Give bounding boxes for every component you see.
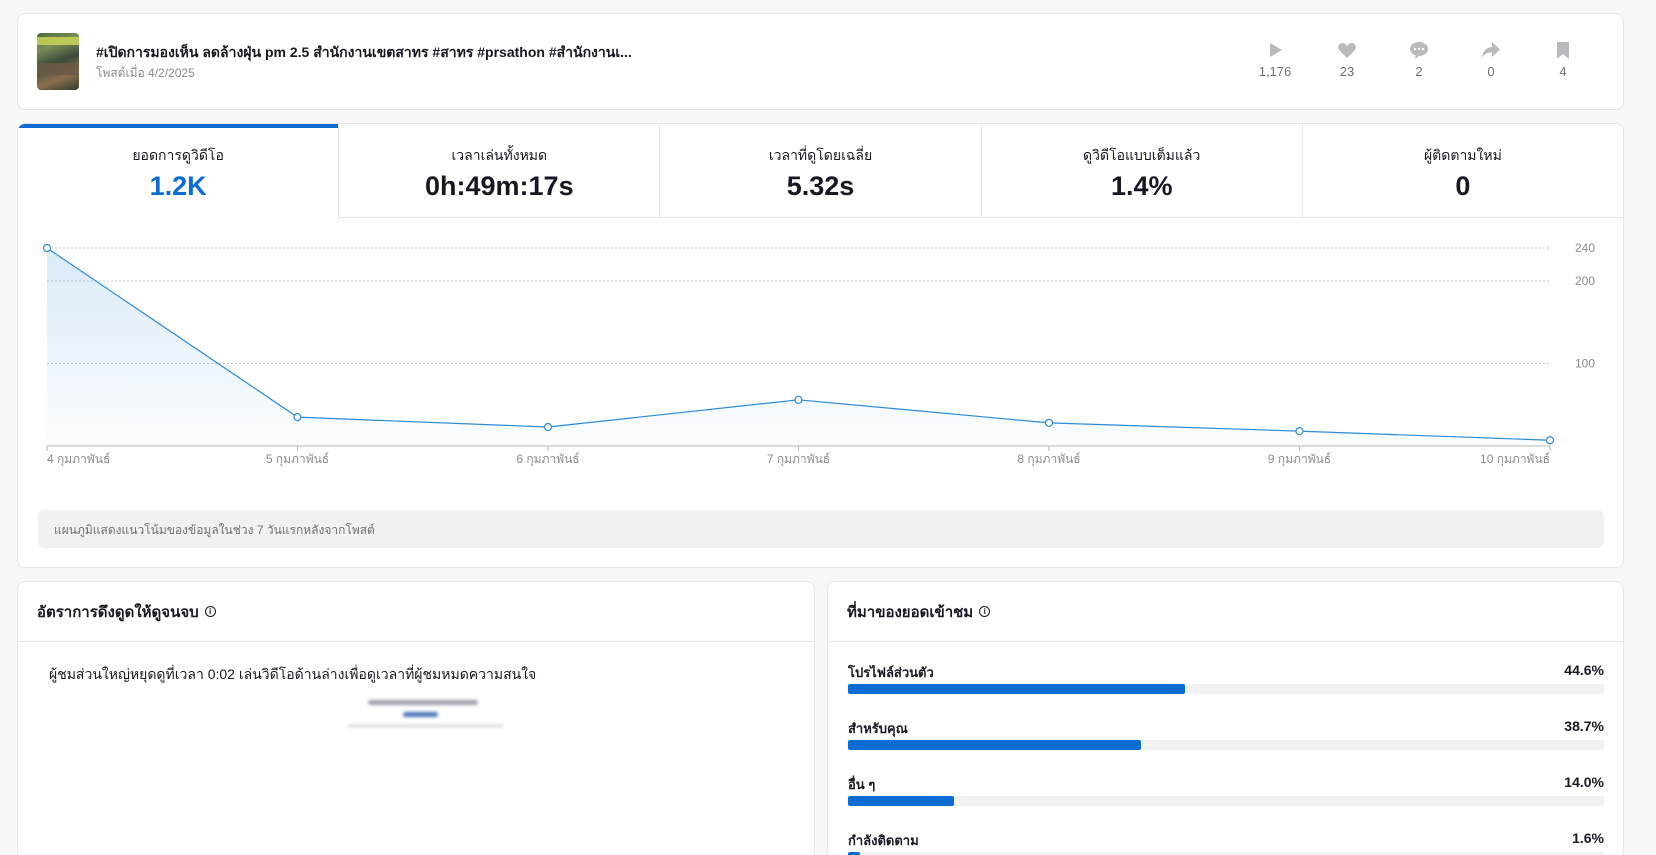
tab-value: 0 (1455, 171, 1471, 201)
sources-title: ที่มาของยอดเข้าชม (847, 603, 974, 621)
traffic-sources-card: ที่มาของยอดเข้าชม i โปรไฟล์ส่วนตัว 44.6%… (827, 581, 1624, 855)
tab-total-play-time[interactable]: เวลาเล่นทั้งหมด 0h:49m:17s (338, 124, 660, 218)
source-label: กำลังติดตาม (848, 833, 919, 848)
tab-label: เวลาเล่นทั้งหมด (451, 147, 548, 163)
tab-video-views[interactable]: ยอดการดูวิดีโอ 1.2K (18, 124, 339, 218)
source-bar-track (848, 684, 1604, 694)
source-row-following: กำลังติดตาม 1.6% (848, 830, 1604, 855)
tab-value: 1.4% (1110, 171, 1173, 201)
heart-icon (1338, 42, 1356, 58)
tab-value: 5.32s (786, 171, 855, 201)
tab-label: ดูวิดีโอแบบเต็มแล้ว (1083, 147, 1201, 163)
sources-header: ที่มาของยอดเข้าชม i (828, 582, 1623, 642)
x-tick-label: 8 กุมภาพันธ์ (1017, 452, 1080, 467)
comments-stat: 2 (1383, 40, 1455, 79)
x-tick-label: 9 กุมภาพันธ์ (1268, 452, 1331, 467)
source-bar-track (848, 852, 1604, 855)
source-percent: 44.6% (1564, 662, 1604, 678)
tab-label: ยอดการดูวิดีโอ (132, 147, 224, 163)
x-tick-label: 7 กุมภาพันธ์ (767, 452, 830, 467)
source-row-for-you: สำหรับคุณ 38.7% (848, 718, 1604, 774)
source-label: อื่น ๆ (848, 777, 876, 792)
source-row-other: อื่น ๆ 14.0% (848, 774, 1604, 830)
info-icon[interactable]: i (204, 606, 216, 617)
source-bar-track (848, 740, 1604, 750)
saves-stat: 4 (1527, 40, 1599, 79)
source-bar-fill (848, 684, 1186, 694)
post-date: โพสต์เมื่อ 4/2/2025 (96, 66, 195, 80)
source-bar-track (848, 796, 1604, 806)
x-tick-label: 6 กุมภาพันธ์ (516, 452, 579, 467)
tab-label: เวลาที่ดูโดยเฉลี่ย (768, 147, 873, 163)
retention-header: อัตราการดึงดูดให้ดูจนจบ i (18, 582, 814, 642)
x-tick-label: 5 กุมภาพันธ์ (266, 452, 329, 467)
post-title: #เปิดการมองเห็น ลดล้างฝุ่น pm 2.5 สำนักง… (96, 44, 632, 60)
comments-count: 2 (1415, 64, 1423, 79)
comment-icon (1410, 42, 1428, 59)
y-tick-label: 100 (1575, 357, 1595, 371)
metrics-card: ยอดการดูวิดีโอ 1.2K เวลาเล่นทั้งหมด 0h:4… (17, 123, 1624, 568)
source-label: โปรไฟล์ส่วนตัว (848, 665, 934, 680)
chart-note: แผนภูมิแสดงแนวโน้มของข้อมูลในช่วง 7 วันแ… (38, 510, 1604, 548)
sources-list: โปรไฟล์ส่วนตัว 44.6% สำหรับคุณ 38.7% อื่… (848, 662, 1604, 855)
source-percent: 38.7% (1564, 718, 1604, 734)
views-count: 1,176 (1258, 64, 1292, 79)
tab-label: ผู้ติดตามใหม่ (1423, 147, 1502, 163)
tab-value: 1.2K (149, 171, 207, 201)
source-label: สำหรับคุณ (848, 721, 908, 736)
source-bar-fill (848, 852, 861, 855)
data-point (1044, 418, 1054, 427)
data-point (794, 395, 803, 404)
share-icon (1482, 42, 1500, 58)
retention-title: อัตราการดึงดูดให้ดูจนจบ (37, 603, 199, 621)
likes-stat: 23 (1311, 40, 1383, 79)
data-point (42, 243, 52, 253)
info-icon[interactable]: i (979, 606, 991, 617)
bookmark-icon (1557, 42, 1569, 59)
saves-count: 4 (1559, 64, 1567, 79)
shares-count: 0 (1487, 64, 1495, 79)
tab-full-video-watched[interactable]: ดูวิดีโอแบบเต็มแล้ว 1.4% (980, 124, 1302, 218)
data-point (293, 413, 302, 422)
post-stats: 1,176 23 2 0 4 (1239, 40, 1599, 79)
retention-description: ผู้ชมส่วนใหญ่หยุดดูที่เวลา 0:02 เล่นวิดี… (49, 666, 537, 682)
x-tick-label: 10 กุมภาพันธ์ (1480, 452, 1550, 467)
y-tick-label: 240 (1575, 241, 1595, 255)
data-point (1295, 427, 1304, 436)
retention-card: อัตราการดึงดูดให้ดูจนจบ i ผู้ชมส่วนใหญ่ห… (17, 581, 815, 855)
source-percent: 1.6% (1572, 830, 1604, 846)
views-line-chart[interactable]: 100 200 240 4 กุมภาพันธ์ 5 กุมภาพันธ์ 6 กุมภา… (18, 218, 1623, 498)
x-tick-label: 4 กุมภาพันธ์ (47, 452, 110, 467)
shares-stat: 0 (1455, 40, 1527, 79)
series-area (47, 248, 1550, 446)
views-stat: 1,176 (1239, 40, 1311, 79)
tab-average-watch-time[interactable]: เวลาที่ดูโดยเฉลี่ย 5.32s (659, 124, 981, 218)
source-percent: 14.0% (1564, 774, 1604, 790)
source-bar-fill (848, 796, 954, 806)
data-point (543, 422, 553, 432)
tab-value: 0h:49m:17s (425, 171, 574, 201)
source-bar-fill (848, 740, 1141, 750)
play-icon (1270, 43, 1282, 57)
data-point (1545, 436, 1555, 445)
video-thumbnail[interactable] (37, 33, 79, 90)
likes-count: 23 (1339, 64, 1355, 79)
retention-video-preview[interactable] (348, 698, 508, 730)
tab-new-followers[interactable]: ผู้ติดตามใหม่ 0 (1301, 124, 1623, 218)
metric-tabs: ยอดการดูวิดีโอ 1.2K เวลาเล่นทั้งหมด 0h:4… (18, 124, 1623, 218)
post-summary-card: #เปิดการมองเห็น ลดล้างฝุ่น pm 2.5 สำนักง… (17, 13, 1624, 110)
y-tick-label: 200 (1575, 274, 1595, 288)
source-row-personal-profile: โปรไฟล์ส่วนตัว 44.6% (848, 662, 1604, 718)
